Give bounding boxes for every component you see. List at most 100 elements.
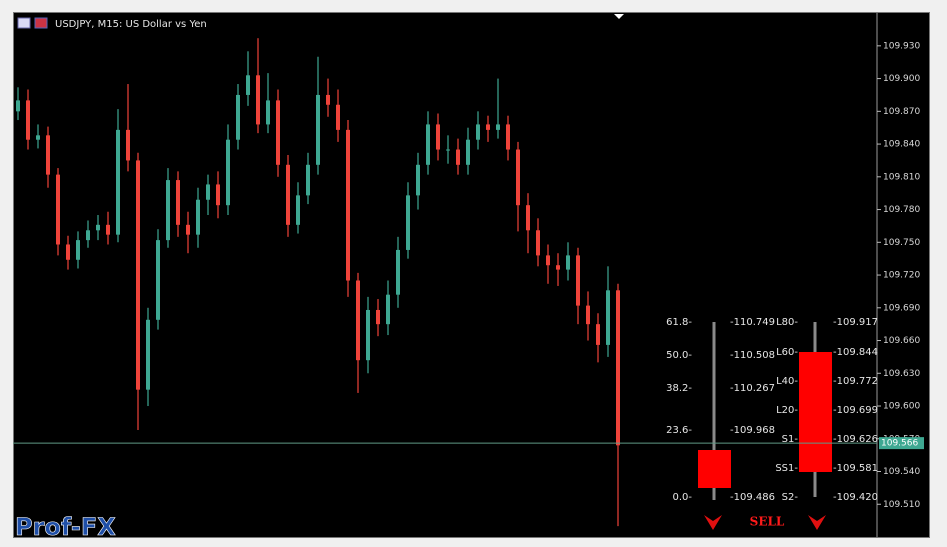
fib-level: 61.8- bbox=[666, 317, 692, 328]
y-tick-label: 109.780 bbox=[883, 205, 920, 215]
flag-icon bbox=[34, 17, 48, 29]
pivot-price: -109.581 bbox=[833, 463, 878, 474]
candle-body bbox=[16, 100, 20, 112]
candle-body bbox=[336, 104, 340, 130]
fib-level: 0.0- bbox=[672, 492, 692, 503]
y-tick-label: 109.930 bbox=[883, 41, 920, 51]
pivot-level: L20- bbox=[776, 405, 798, 416]
pivot-price: -109.420 bbox=[833, 492, 878, 503]
candle-body bbox=[96, 224, 100, 231]
candle-body bbox=[266, 100, 270, 125]
candle-body bbox=[26, 100, 30, 140]
candle-body bbox=[256, 75, 260, 125]
fib-price: -110.267 bbox=[730, 383, 775, 394]
candle-body bbox=[416, 164, 420, 196]
pivot-level: SS1- bbox=[775, 463, 798, 474]
candle-body bbox=[536, 230, 540, 256]
y-tick-label: 109.720 bbox=[883, 271, 920, 281]
candle-body bbox=[566, 255, 570, 270]
pivot-price: -109.917 bbox=[833, 317, 878, 328]
indicator-panel: SELL 61.8- -110.749 50.0- -110.508 38.2- -110… bbox=[666, 317, 878, 530]
candle-body bbox=[586, 305, 590, 325]
candle-body bbox=[526, 205, 530, 231]
chart-border bbox=[13, 12, 930, 538]
shift-marker bbox=[614, 14, 624, 19]
candle-body bbox=[176, 180, 180, 225]
candle-body bbox=[506, 124, 510, 150]
pivot-level: L60- bbox=[776, 347, 798, 358]
candle-body bbox=[56, 174, 60, 245]
candle-body bbox=[226, 139, 230, 206]
candle-body bbox=[296, 195, 300, 225]
price-label-box bbox=[879, 437, 924, 450]
candle-body bbox=[456, 149, 460, 165]
y-tick-label: 109.600 bbox=[883, 402, 920, 412]
candle-body bbox=[166, 180, 170, 241]
sell-arrow bbox=[808, 515, 826, 530]
candle-body bbox=[216, 184, 220, 206]
y-tick-label: 109.840 bbox=[883, 140, 920, 150]
pivot-price: -109.844 bbox=[833, 347, 878, 358]
candle-body bbox=[556, 265, 560, 270]
candle-body bbox=[386, 294, 390, 325]
y-tick-label: 109.510 bbox=[883, 500, 920, 510]
price-label: 109.566 bbox=[881, 439, 918, 449]
candle-body bbox=[596, 324, 600, 345]
pivot-price: -109.626 bbox=[833, 434, 878, 445]
y-tick-label: 109.750 bbox=[883, 238, 920, 248]
fib-price: -109.486 bbox=[730, 492, 775, 503]
fib-body bbox=[698, 450, 731, 488]
candle-body bbox=[576, 255, 580, 306]
candle-body bbox=[406, 195, 410, 250]
pivot-price: -109.772 bbox=[833, 376, 878, 387]
candle-body bbox=[206, 184, 210, 200]
candle-body bbox=[86, 230, 90, 241]
candle-body bbox=[146, 319, 150, 390]
candle-body bbox=[426, 124, 430, 165]
candle-body bbox=[446, 149, 450, 151]
fib-level: 38.2- bbox=[666, 383, 692, 394]
y-tick-label: 109.660 bbox=[883, 336, 920, 346]
fib-level: 50.0- bbox=[666, 350, 692, 361]
y-tick-label: 109.810 bbox=[883, 172, 920, 182]
candle-body bbox=[366, 309, 370, 361]
pivot-level: S2- bbox=[782, 492, 799, 503]
candle-body bbox=[306, 164, 310, 196]
y-tick-label: 109.900 bbox=[883, 74, 920, 84]
candle-body bbox=[236, 94, 240, 140]
candle-body bbox=[516, 149, 520, 206]
candle-body bbox=[436, 124, 440, 150]
candle-body bbox=[46, 135, 50, 175]
candle-body bbox=[196, 199, 200, 235]
candle-body bbox=[186, 224, 190, 235]
candle-body bbox=[496, 124, 500, 130]
candle-body bbox=[486, 124, 490, 130]
fib-price: -110.508 bbox=[730, 350, 775, 361]
candle-body bbox=[106, 224, 110, 235]
candle-body bbox=[156, 240, 160, 320]
y-tick-label: 109.630 bbox=[883, 369, 920, 379]
candle-body bbox=[316, 94, 320, 165]
candle-body bbox=[606, 290, 610, 345]
candle-body bbox=[126, 129, 130, 161]
candle-body bbox=[476, 124, 480, 140]
candle-body bbox=[466, 139, 470, 165]
candle-body bbox=[616, 290, 620, 446]
candle-body bbox=[136, 160, 140, 390]
fib-price: -109.968 bbox=[730, 425, 775, 436]
chart-background bbox=[13, 12, 930, 538]
watermark: Prof-FX bbox=[15, 513, 116, 541]
candle-body bbox=[326, 94, 330, 105]
candle-body bbox=[346, 129, 350, 281]
pivot-level: L40- bbox=[776, 376, 798, 387]
candle-body bbox=[76, 240, 80, 260]
candle-body bbox=[116, 129, 120, 235]
candle-body bbox=[286, 164, 290, 225]
y-tick-label: 109.690 bbox=[883, 303, 920, 313]
chart-title: USDJPY, M15: US Dollar vs Yen bbox=[55, 19, 207, 30]
candle-body bbox=[246, 75, 250, 95]
pivot-level: L80- bbox=[776, 317, 798, 328]
sell-arrow bbox=[704, 515, 722, 530]
candle-body bbox=[396, 249, 400, 295]
